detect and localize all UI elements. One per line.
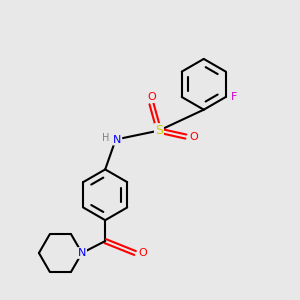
Text: N: N (113, 134, 121, 145)
Text: S: S (155, 124, 163, 137)
Text: O: O (139, 248, 148, 258)
Text: N: N (78, 248, 86, 258)
Text: O: O (189, 132, 198, 142)
Text: F: F (231, 92, 237, 102)
Text: H: H (102, 133, 110, 143)
Text: O: O (147, 92, 156, 102)
